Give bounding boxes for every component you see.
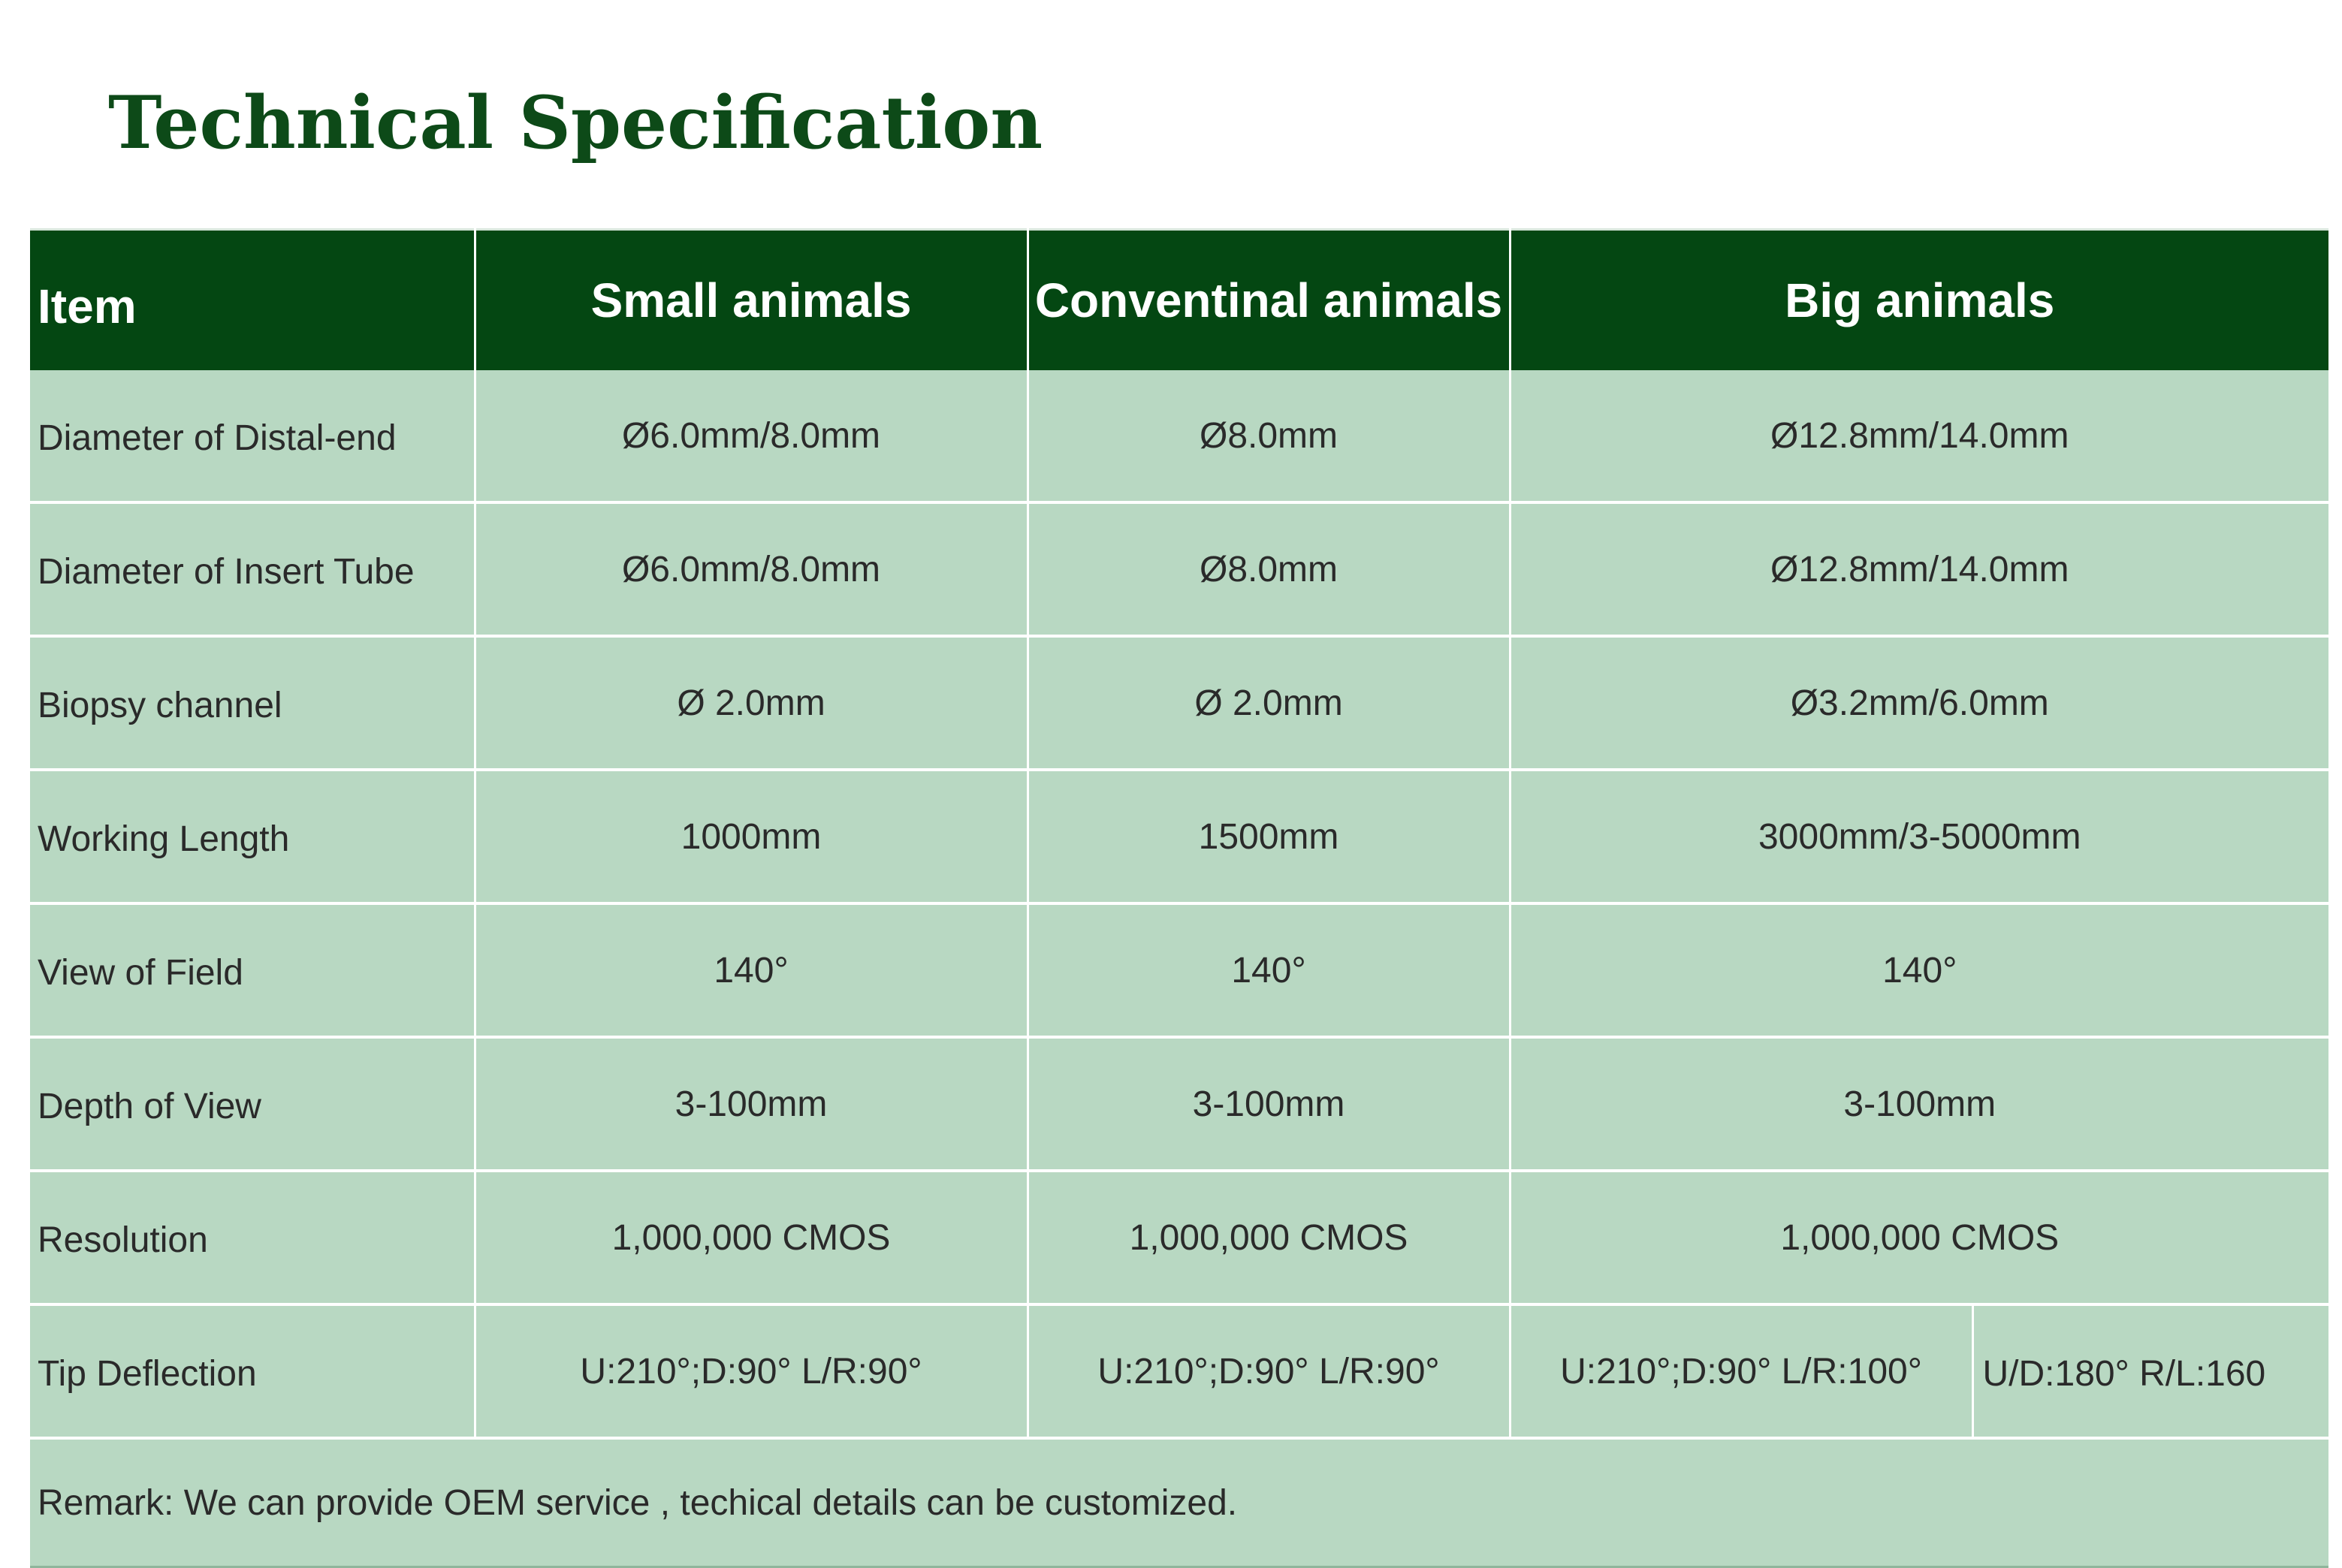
spec-table: Item Small animals Conventinal animals B… (30, 228, 2328, 1568)
row-label: Diameter of Insert Tube (30, 502, 476, 638)
cell-big-a: U:210°;D:90° L/R:100° (1510, 1304, 1974, 1440)
row-label: View of Field (30, 903, 476, 1039)
table-header-row: Item Small animals Conventinal animals B… (30, 228, 2328, 370)
row-label: Diameter of Distal-end (30, 370, 476, 504)
row-label: Resolution (30, 1171, 476, 1306)
cell-conventional: Ø8.0mm (1028, 370, 1511, 504)
cell-small: Ø 2.0mm (475, 636, 1029, 771)
cell-small: 1,000,000 CMOS (475, 1171, 1029, 1306)
cell-conventional: Ø 2.0mm (1028, 636, 1511, 771)
row-label: Depth of View (30, 1037, 476, 1172)
table-row-resolution: Resolution 1,000,000 CMOS 1,000,000 CMOS… (30, 1171, 2328, 1306)
table-row-tip-deflection: Tip Deflection U:210°;D:90° L/R:90° U:21… (30, 1304, 2328, 1440)
page-title: Technical Specification (108, 80, 1043, 165)
table-row-view-of-field: View of Field 140° 140° 140° (30, 903, 2328, 1039)
cell-small: Ø6.0mm/8.0mm (475, 370, 1029, 504)
cell-big: 1,000,000 CMOS (1510, 1171, 2328, 1306)
header-conventional-animals: Conventinal animals (1028, 228, 1511, 370)
cell-small: 3-100mm (475, 1037, 1029, 1172)
cell-conventional: 1,000,000 CMOS (1028, 1171, 1511, 1306)
row-label: Biopsy channel (30, 636, 476, 771)
cell-conventional: 3-100mm (1028, 1037, 1511, 1172)
cell-big: Ø3.2mm/6.0mm (1510, 636, 2328, 771)
cell-big: Ø12.8mm/14.0mm (1510, 370, 2328, 504)
cell-big: 3-100mm (1510, 1037, 2328, 1172)
header-big-animals: Big animals (1510, 228, 2328, 370)
row-label: Tip Deflection (30, 1304, 476, 1440)
header-small-animals: Small animals (475, 228, 1029, 370)
table-row-working-length: Working Length 1000mm 1500mm 3000mm/3-50… (30, 770, 2328, 905)
cell-big: Ø12.8mm/14.0mm (1510, 502, 2328, 638)
cell-conventional: Ø8.0mm (1028, 502, 1511, 638)
table-row-remark: Remark: We can provide OEM service , tec… (30, 1438, 2328, 1568)
header-item: Item (30, 228, 476, 370)
cell-small: Ø6.0mm/8.0mm (475, 502, 1029, 638)
remark-text: Remark: We can provide OEM service , tec… (30, 1438, 2328, 1568)
cell-big: 140° (1510, 903, 2328, 1039)
row-label: Working Length (30, 770, 476, 905)
cell-small: U:210°;D:90° L/R:90° (475, 1304, 1029, 1440)
table-row-depth-of-view: Depth of View 3-100mm 3-100mm 3-100mm (30, 1037, 2328, 1172)
cell-small: 1000mm (475, 770, 1029, 905)
cell-conventional: 1500mm (1028, 770, 1511, 905)
table-row-biopsy-channel: Biopsy channel Ø 2.0mm Ø 2.0mm Ø3.2mm/6.… (30, 636, 2328, 771)
table-row-diameter-distal-end: Diameter of Distal-end Ø6.0mm/8.0mm Ø8.0… (30, 370, 2328, 504)
cell-conventional: U:210°;D:90° L/R:90° (1028, 1304, 1511, 1440)
cell-big: 3000mm/3-5000mm (1510, 770, 2328, 905)
cell-big-b: U/D:180° R/L:160 (1972, 1304, 2328, 1440)
table-row-diameter-insert-tube: Diameter of Insert Tube Ø6.0mm/8.0mm Ø8.… (30, 502, 2328, 638)
cell-small: 140° (475, 903, 1029, 1039)
cell-conventional: 140° (1028, 903, 1511, 1039)
